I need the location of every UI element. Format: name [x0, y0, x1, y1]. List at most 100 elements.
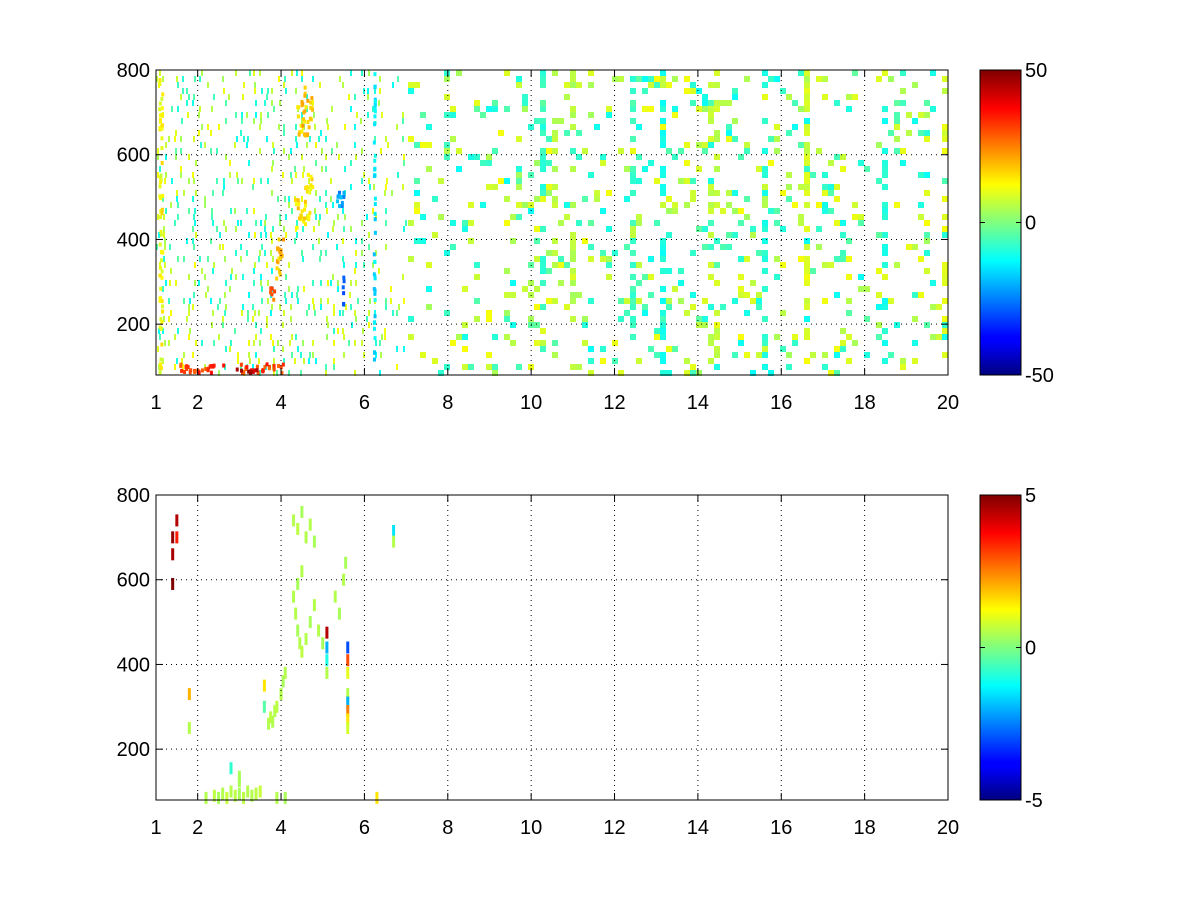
heat-cell	[392, 535, 396, 548]
heat-cell	[158, 242, 162, 247]
heat-cell	[311, 185, 315, 190]
x-tick-label: 2	[192, 392, 203, 414]
heat-cell	[762, 184, 768, 190]
heat-cell	[373, 153, 377, 158]
heat-cell	[282, 172, 284, 178]
heat-cell	[302, 226, 304, 232]
heat-cell	[308, 210, 312, 215]
heat-cell	[158, 113, 162, 118]
heat-cell	[188, 370, 192, 375]
heat-cell	[798, 106, 804, 112]
heat-cell	[690, 82, 696, 88]
heat-cell	[211, 208, 213, 214]
heat-cell	[942, 136, 948, 142]
heat-cell	[289, 340, 291, 346]
heat-cell	[738, 220, 744, 226]
heat-cell	[900, 100, 906, 106]
heat-cell	[408, 220, 414, 226]
heat-cell	[283, 82, 285, 88]
heat-cell	[163, 316, 165, 322]
heat-cell	[379, 76, 381, 82]
heat-cell	[444, 94, 450, 100]
heat-cell	[630, 322, 636, 328]
heat-cell	[361, 220, 363, 226]
heat-cell	[414, 202, 420, 208]
heat-cell	[253, 368, 257, 373]
heat-cell	[474, 316, 480, 322]
heat-cell	[804, 154, 810, 160]
heat-cell	[786, 94, 792, 100]
heat-cell	[350, 70, 352, 76]
heat-cell	[732, 136, 738, 142]
heat-cell	[540, 346, 546, 352]
heat-cell	[444, 310, 450, 316]
heat-cell	[346, 696, 350, 709]
heat-cell	[195, 232, 197, 238]
heat-cell	[372, 272, 376, 277]
heat-cell	[528, 364, 534, 370]
heat-cell	[254, 787, 258, 800]
heat-cell	[241, 118, 243, 124]
x-tick-label: 12	[603, 817, 625, 839]
heat-cell	[774, 76, 780, 82]
heat-cell	[162, 196, 164, 202]
heat-cell	[160, 269, 164, 274]
heat-cell	[882, 328, 888, 334]
heat-cell	[270, 292, 274, 297]
heat-cell	[858, 274, 864, 280]
heat-cell	[216, 178, 218, 184]
heat-cell	[642, 166, 648, 172]
heat-cell	[570, 82, 576, 88]
heat-cell	[319, 214, 321, 220]
heat-cell	[534, 160, 540, 166]
heat-cell	[253, 268, 255, 274]
heat-cell	[804, 328, 810, 334]
heat-cell	[170, 268, 172, 274]
heat-cell	[816, 76, 822, 82]
heat-cell	[606, 112, 612, 118]
heat-cell	[290, 304, 292, 310]
heat-cell	[744, 214, 750, 220]
heat-cell	[642, 310, 648, 316]
heat-cell	[744, 196, 750, 202]
heat-cell	[175, 514, 179, 527]
heat-cell	[918, 172, 924, 178]
heat-cell	[253, 208, 255, 214]
heat-cell	[660, 250, 666, 256]
heat-cell	[540, 196, 546, 202]
heat-cell	[570, 76, 576, 82]
heat-cell	[158, 126, 162, 131]
heat-cell	[822, 364, 828, 370]
heat-cell	[864, 316, 870, 322]
heat-cell	[570, 298, 576, 304]
heat-cell	[570, 364, 576, 370]
heat-cell	[744, 292, 750, 298]
heat-cell	[379, 370, 381, 376]
heat-cell	[235, 274, 237, 280]
heat-cell	[504, 70, 510, 76]
heat-cell	[271, 304, 273, 310]
heat-cell	[606, 106, 612, 112]
heat-cell	[235, 70, 237, 76]
heat-cell	[894, 118, 900, 124]
x-tick-label: 16	[770, 817, 792, 839]
heat-cell	[414, 238, 420, 244]
heat-cell	[900, 160, 906, 166]
heat-cell	[240, 364, 242, 370]
heat-cell	[273, 370, 275, 376]
heat-cell	[259, 340, 261, 346]
heat-cell	[194, 262, 196, 268]
heat-cell	[160, 326, 164, 331]
heat-cell	[762, 220, 768, 226]
heat-cell	[158, 296, 162, 301]
heat-cell	[762, 118, 768, 124]
heat-cell	[714, 100, 720, 106]
heat-cell	[570, 274, 576, 280]
heat-cell	[194, 220, 196, 226]
heat-cell	[256, 370, 260, 375]
heat-cell	[174, 220, 176, 226]
heat-cell	[474, 100, 480, 106]
heat-cell	[714, 70, 720, 76]
heat-cell	[189, 328, 191, 334]
heat-cell	[630, 292, 636, 298]
